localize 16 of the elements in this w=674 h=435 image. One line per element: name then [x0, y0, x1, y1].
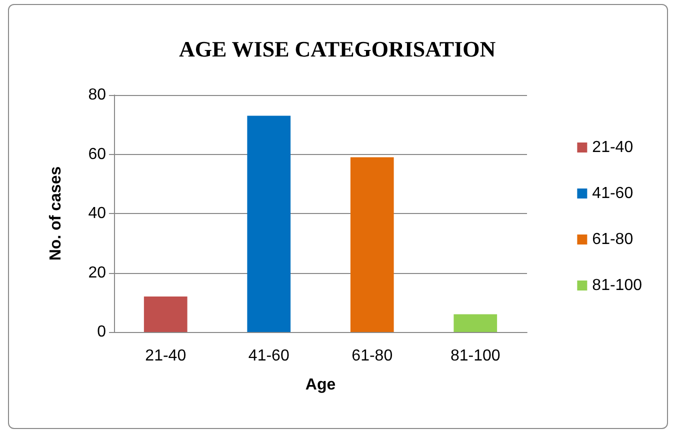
- x-tick-label: 81-100: [450, 348, 500, 364]
- legend-label: 61-80: [592, 231, 634, 248]
- y-tick-label: 20: [88, 264, 106, 282]
- y-axis-title: No. of cases: [48, 166, 64, 261]
- x-tick-label: 61-80: [352, 348, 393, 364]
- x-tick-label: 41-60: [248, 348, 290, 364]
- chart-title: AGE WISE CATEGORISATION: [179, 36, 496, 62]
- legend-label: 41-60: [592, 185, 634, 202]
- y-tick-label: 40: [88, 205, 106, 222]
- y-tick-label: 60: [88, 146, 106, 163]
- legend-label: 21-40: [592, 139, 634, 156]
- legend-label: 81-100: [592, 277, 642, 294]
- x-axis-title: Age: [305, 376, 336, 394]
- y-tick-label: 0: [97, 324, 106, 340]
- x-tick-label: 21-40: [145, 348, 186, 364]
- y-tick-label: 80: [88, 86, 106, 104]
